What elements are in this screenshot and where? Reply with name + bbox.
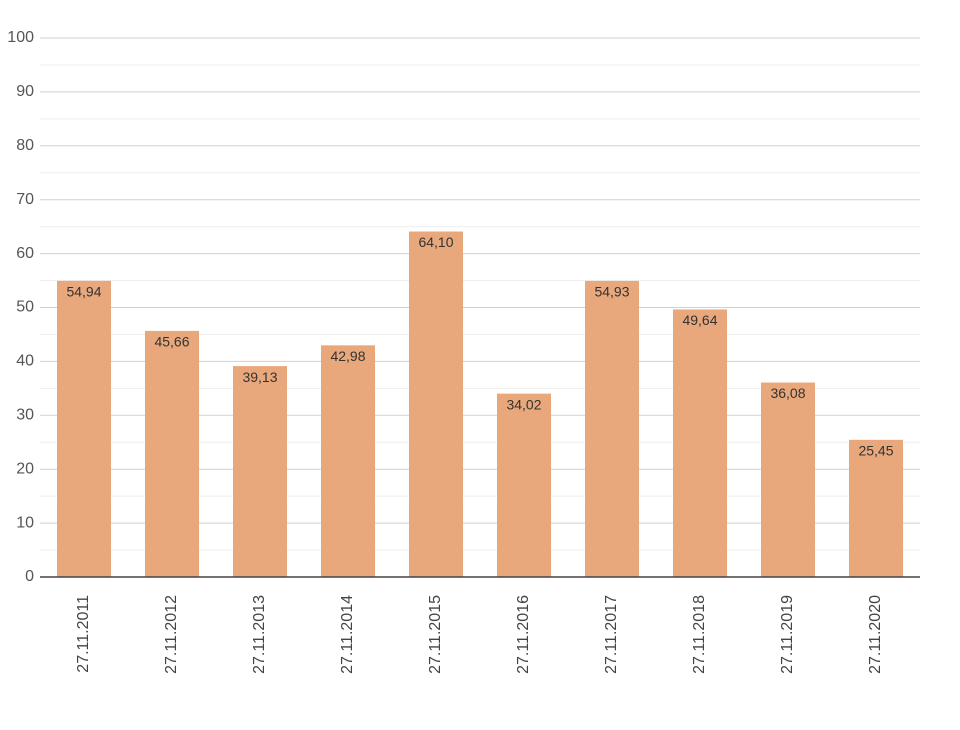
y-tick-label: 30 xyxy=(16,407,34,424)
bar xyxy=(321,345,375,577)
x-tick-label: 27.11.2013 xyxy=(251,595,268,674)
value-label: 39,13 xyxy=(242,369,277,385)
value-label: 34,02 xyxy=(506,396,541,412)
y-tick-label: 90 xyxy=(16,83,34,100)
bar xyxy=(585,280,639,577)
y-tick-label: 80 xyxy=(16,137,34,154)
y-tick-label: 0 xyxy=(25,568,34,585)
y-tick-label: 70 xyxy=(16,191,34,208)
bar xyxy=(761,382,815,577)
y-tick-label: 60 xyxy=(16,245,34,262)
bar xyxy=(497,393,551,577)
bar xyxy=(849,439,903,577)
value-label: 49,64 xyxy=(682,312,717,328)
y-tick-label: 10 xyxy=(16,514,34,531)
x-tick-label: 27.11.2014 xyxy=(339,595,356,674)
value-label: 54,94 xyxy=(66,284,101,300)
value-label: 25,45 xyxy=(858,443,893,459)
value-label: 42,98 xyxy=(330,348,365,364)
bar xyxy=(673,309,727,577)
x-tick-label: 27.11.2018 xyxy=(691,595,708,674)
x-tick-label: 27.11.2012 xyxy=(163,595,180,674)
value-label: 54,93 xyxy=(594,284,629,300)
y-tick-label: 20 xyxy=(16,460,34,477)
x-tick-label: 27.11.2017 xyxy=(603,595,620,674)
y-tick-label: 100 xyxy=(7,29,34,46)
value-label: 64,10 xyxy=(418,234,453,250)
y-tick-label: 40 xyxy=(16,353,34,370)
x-tick-label: 27.11.2019 xyxy=(779,595,796,674)
bar xyxy=(145,330,199,577)
value-label: 36,08 xyxy=(770,385,805,401)
x-tick-label: 27.11.2011 xyxy=(75,595,92,673)
value-label: 45,66 xyxy=(154,334,189,350)
bar xyxy=(233,366,287,577)
bar xyxy=(409,231,463,577)
x-tick-label: 27.11.2016 xyxy=(515,595,532,674)
x-tick-label: 27.11.2020 xyxy=(867,595,884,674)
x-tick-label: 27.11.2015 xyxy=(427,595,444,674)
bar xyxy=(57,280,111,577)
y-tick-label: 50 xyxy=(16,299,34,316)
